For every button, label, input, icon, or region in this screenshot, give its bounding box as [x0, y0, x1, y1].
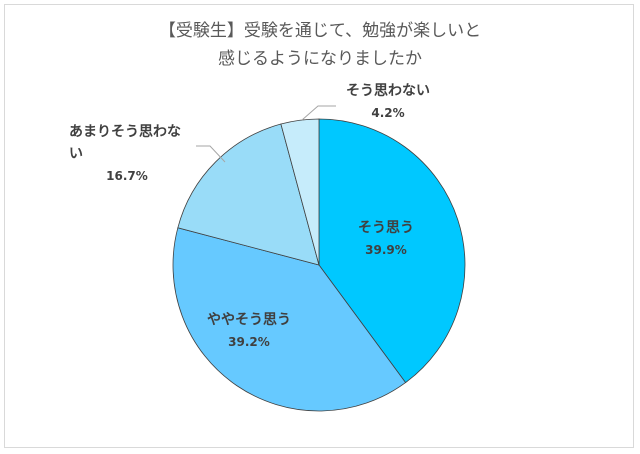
label-agree: そう思う [358, 220, 414, 236]
leader-line-not-agree [301, 105, 336, 121]
label-somewhat-disagree-line-1: あまりそう思わな [69, 124, 181, 140]
label-somewhat-agree: ややそう思う [207, 312, 291, 328]
label-somewhat-disagree-line-2: い [69, 146, 83, 162]
slice-somewhat-agree [172, 227, 407, 412]
chart-title-line-2: 感じるようになりましたか [218, 49, 422, 69]
label-not-agree: そう思わない [346, 83, 430, 99]
value-agree: 39.9% [365, 243, 407, 257]
leader-line-somewhat-disagree [196, 145, 226, 163]
slice-not-agree [280, 118, 320, 266]
chart-title-line-1: 【受験生】受験を通じて、勉強が楽しいと [158, 21, 482, 41]
slice-somewhat-disagree [177, 123, 320, 266]
value-somewhat-disagree: 16.7% [106, 169, 148, 183]
slice-agree [318, 118, 466, 384]
value-not-agree: 4.2% [371, 106, 404, 120]
value-somewhat-agree: 39.2% [228, 335, 270, 349]
